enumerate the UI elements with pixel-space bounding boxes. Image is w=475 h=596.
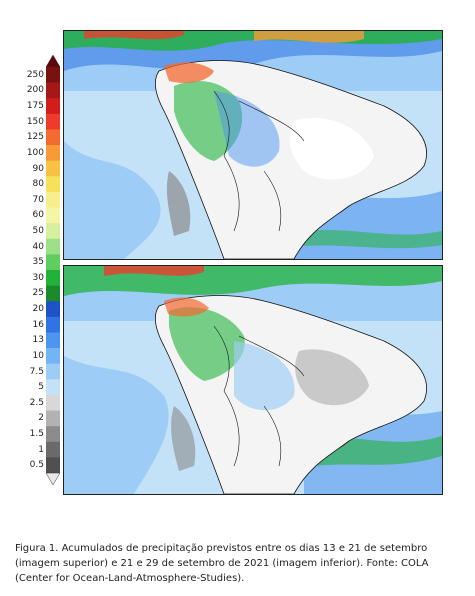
colorbar-label: 5 (38, 382, 44, 393)
map-panel-top (63, 30, 443, 260)
colorbar-swatch (46, 457, 60, 474)
colorbar-swatch (46, 207, 60, 224)
colorbar-labels: 250 200 175 150 125 100 90 80 70 60 50 40 35 30 25 20 16… (8, 55, 44, 485)
colorbar-swatch (46, 223, 60, 240)
colorbar-swatch (46, 270, 60, 286)
south-america-landmass (154, 60, 427, 259)
colorbar-label: 60 (32, 210, 44, 221)
precipitation-colorbar: 250 200 175 150 125 100 90 80 70 60 50 40 35 30 25 20 16… (6, 55, 60, 485)
colorbar-swatch (46, 316, 60, 333)
colorbar-swatch (46, 113, 60, 130)
colorbar-swatch (46, 98, 60, 115)
colorbar-label: 150 (26, 116, 44, 127)
colorbar-label: 200 (26, 85, 44, 96)
figure-caption: Figura 1. Acumulados de precipitação pre… (15, 543, 429, 584)
country-borders (213, 90, 305, 232)
colorbar-swatch (46, 67, 60, 83)
colorbar-swatch (46, 379, 60, 396)
colorbar-swatch (46, 332, 60, 349)
country-borders (213, 325, 305, 467)
colorbar-swatch (46, 129, 60, 146)
colorbar-label: 2 (38, 413, 44, 424)
colorbar-swatch (46, 426, 60, 443)
colorbar-label: 35 (32, 257, 44, 268)
colorbar-label: 0.5 (29, 460, 44, 471)
colorbar-swatch (46, 160, 60, 177)
colorbar-swatch (46, 410, 60, 427)
colorbar-label: 50 (32, 225, 44, 236)
colorbar-label: 175 (26, 101, 44, 112)
colorbar-label: 40 (32, 241, 44, 252)
colorbar-swatch (46, 394, 60, 411)
colorbar-label: 16 (32, 319, 44, 330)
colorbar-label: 90 (32, 163, 44, 174)
colorbar-label: 13 (32, 335, 44, 346)
colorbar-label: 1.5 (29, 428, 44, 439)
colorbar-label: 125 (26, 132, 44, 143)
colorbar-swatch (46, 363, 60, 380)
colorbar-swatch (46, 176, 60, 193)
colorbar-swatch (46, 238, 60, 255)
colorbar-swatch (46, 82, 60, 99)
colorbar-swatch (46, 254, 60, 271)
colorbar-label: 250 (26, 69, 44, 80)
colorbar-label: 7.5 (29, 366, 44, 377)
colorbar-label: 30 (32, 272, 44, 283)
colorbar-top-arrow (46, 55, 60, 68)
colorbar-label: 2.5 (29, 397, 44, 408)
colorbar-label: 70 (32, 194, 44, 205)
colorbar-label: 80 (32, 179, 44, 190)
south-america-landmass (154, 295, 427, 494)
colorbar-bottom-arrow (46, 472, 60, 485)
colorbar-label: 25 (32, 288, 44, 299)
map-panel-bottom (63, 265, 443, 495)
colorbar-label: 1 (38, 444, 44, 455)
colorbar-label: 10 (32, 350, 44, 361)
colorbar-swatch (46, 301, 60, 318)
colorbar-swatch (46, 145, 60, 161)
colorbar-swatch (46, 285, 60, 302)
colorbar-swatch (46, 441, 60, 458)
colorbar-label: 100 (26, 147, 44, 158)
colorbar-bar (46, 55, 60, 485)
colorbar-swatch (46, 348, 60, 364)
colorbar-swatch (46, 191, 60, 208)
colorbar-label: 20 (32, 304, 44, 315)
